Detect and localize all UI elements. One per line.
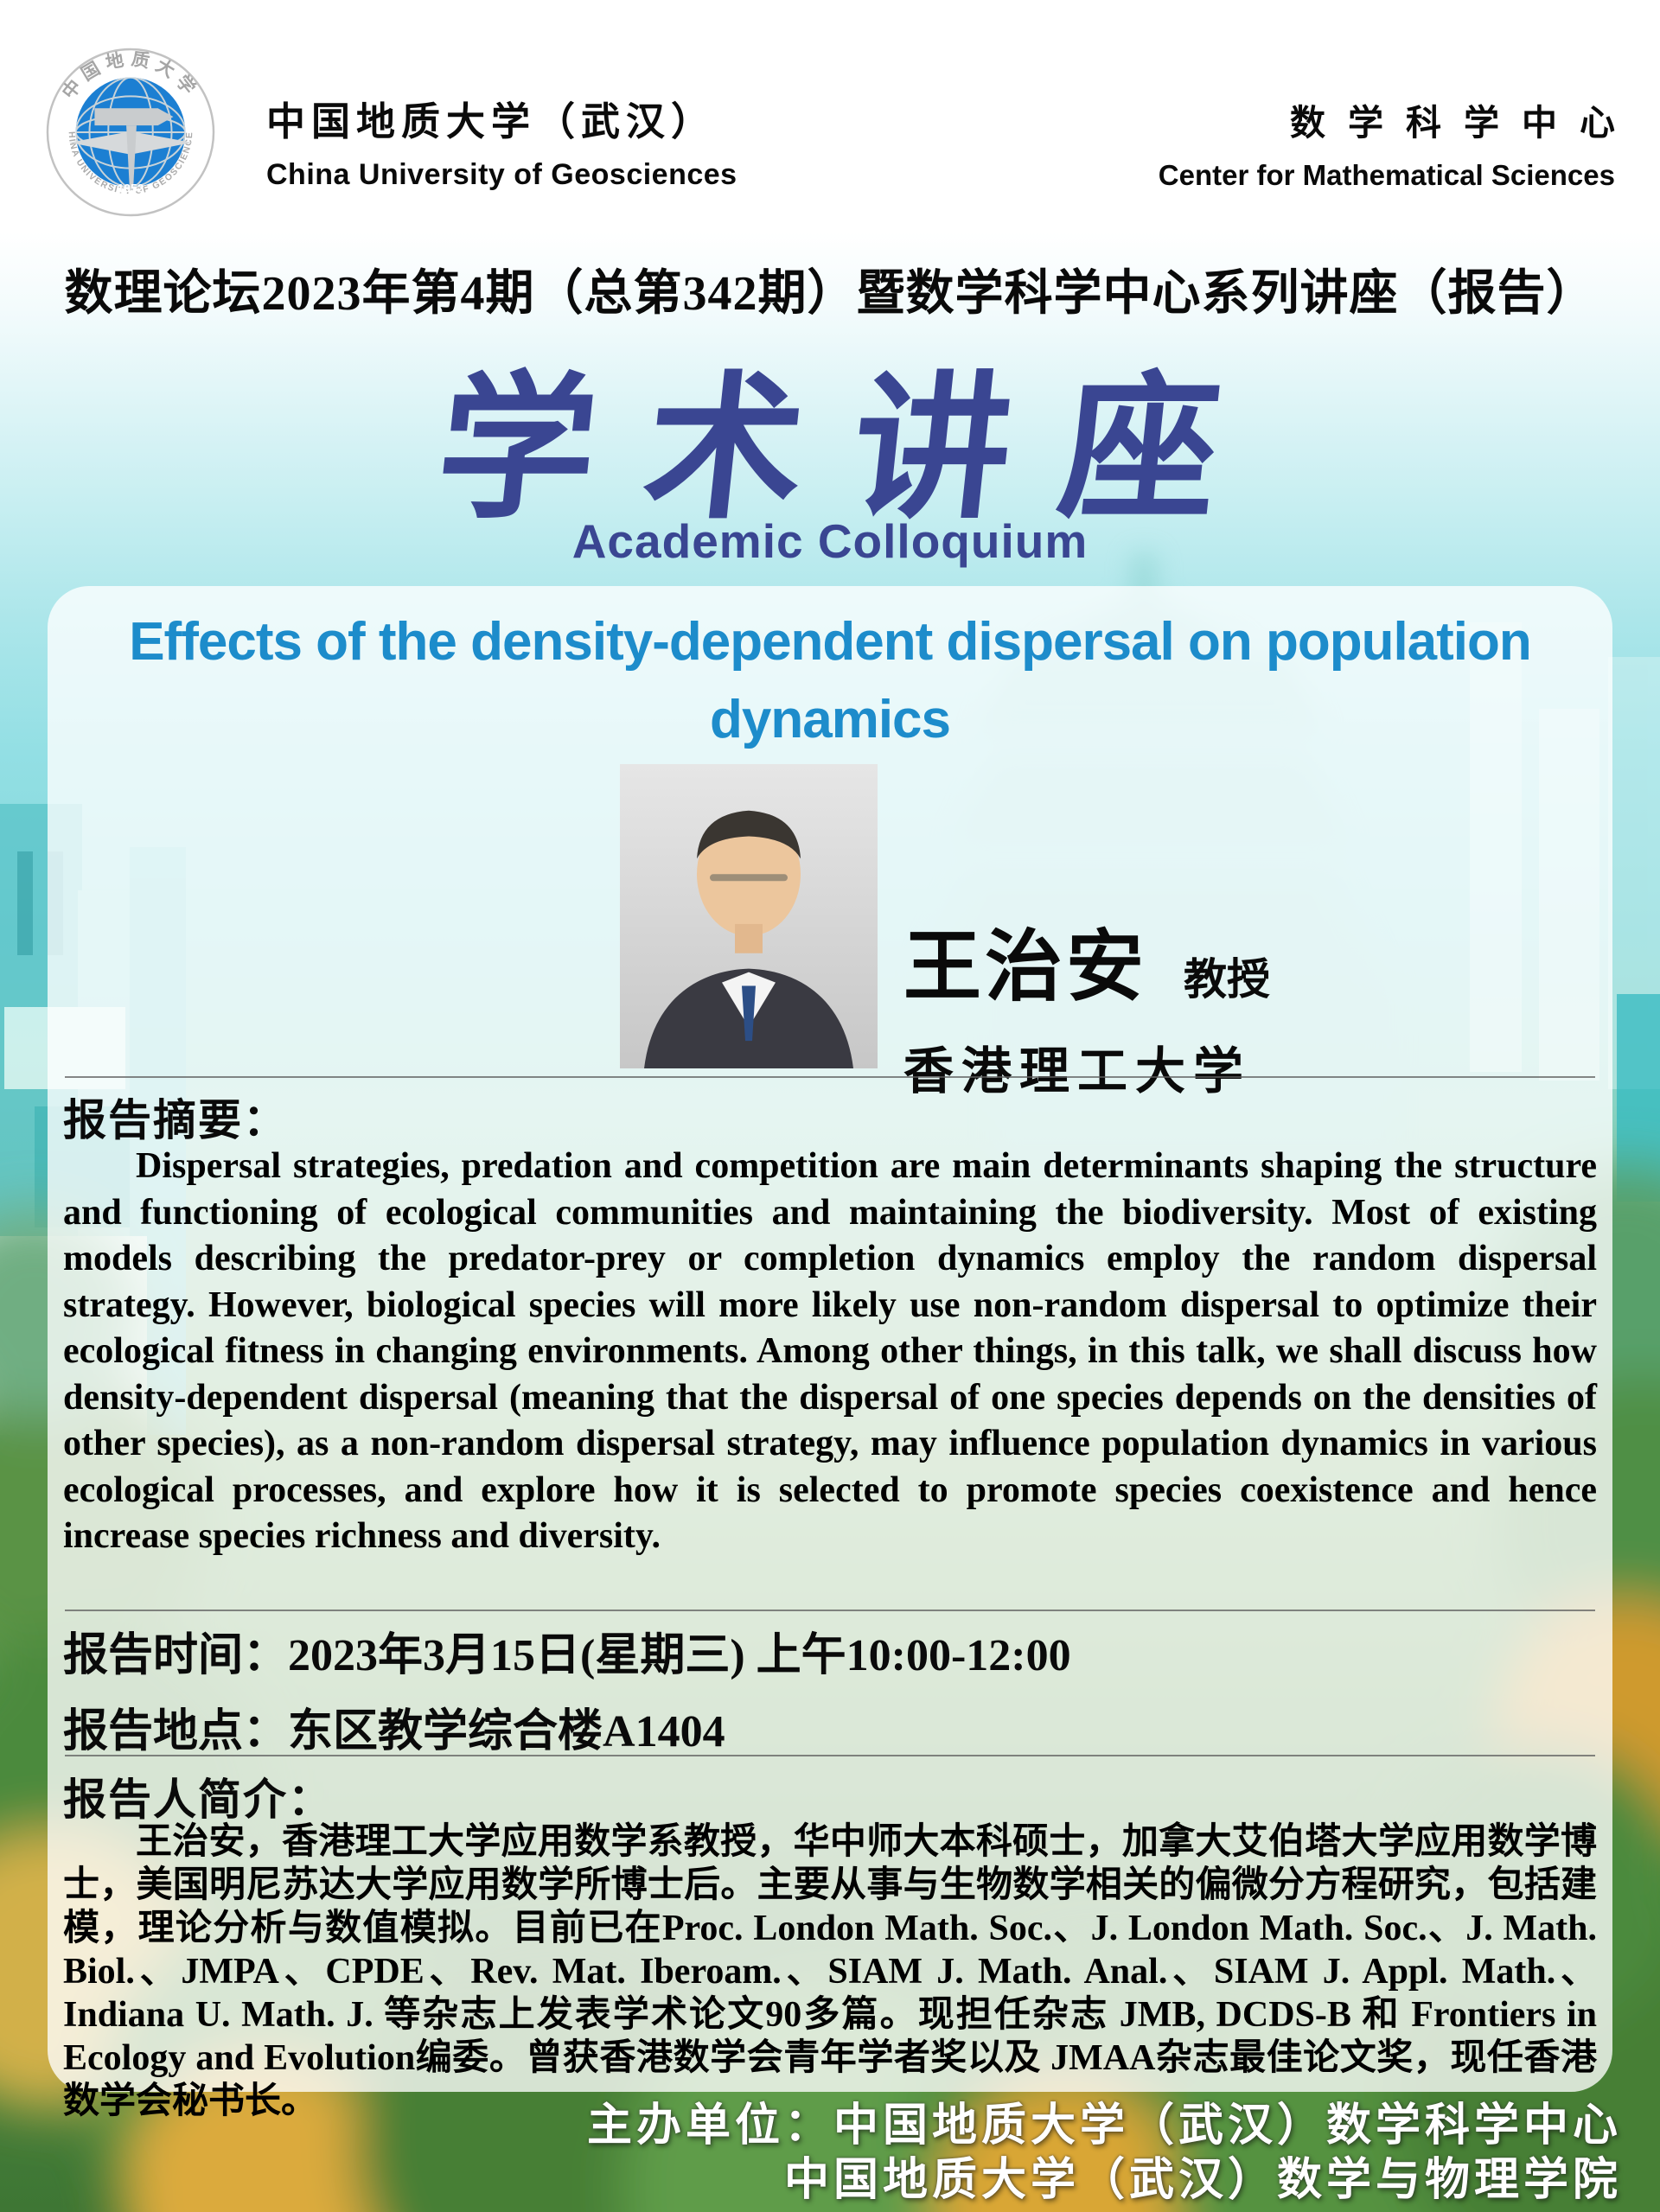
talk-location-label: 报告地点： bbox=[63, 1706, 289, 1756]
university-name-zh: 中国地质大学（武汉） bbox=[266, 99, 717, 143]
bio-text: 王治安，香港理工大学应用数学系教授，华中师大本科硕士，加拿大艾伯塔大学应用数学博… bbox=[63, 1822, 1597, 2121]
speaker-name: 王治安 bbox=[903, 924, 1147, 1010]
math-center-name-en: Center for Mathematical Sciences bbox=[1158, 159, 1615, 191]
speaker-name-row: 王治安 教授 bbox=[903, 928, 1270, 1006]
math-center-block: 数学科学中心 Center for Mathematical Sciences bbox=[1159, 93, 1615, 192]
organizer-line2: 中国地质大学（武汉）数学与物理学院 bbox=[783, 2155, 1622, 2205]
divider-above-schedule bbox=[65, 1610, 1595, 1611]
university-logo-icon: 中国地质大学 CHINA UNIVERSITY OF GEOSCIENCES 1… bbox=[45, 47, 215, 217]
talk-title-line1: Effects of the density-dependent dispers… bbox=[129, 612, 1532, 672]
abstract-text: Dispersal strategies, predation and comp… bbox=[63, 1146, 1597, 1556]
university-name-block: 中国地质大学（武汉） China University of Geoscienc… bbox=[266, 90, 737, 192]
talk-time-line: 报告时间：2023年3月15日(星期三) 上午10:00-12:00 bbox=[63, 1618, 1071, 1683]
talk-location-value: 东区教学综合楼A1404 bbox=[288, 1707, 725, 1756]
talk-time-label: 报告时间： bbox=[63, 1630, 289, 1680]
speaker-affiliation: 香港理工大学 bbox=[903, 1043, 1252, 1100]
forum-series-title: 数理论坛2023年第4期（总第342期）暨数学科学中心系列讲座（报告） bbox=[64, 267, 1596, 321]
talk-title: Effects of the density-dependent dispers… bbox=[79, 603, 1581, 759]
talk-time-value: 2023年3月15日(星期三) 上午10:00-12:00 bbox=[288, 1631, 1071, 1680]
banner-subtitle: Academic Colloquium bbox=[571, 514, 1089, 568]
math-center-name-zh: 数学科学中心 bbox=[1290, 103, 1638, 143]
content-panel: Effects of the density-dependent dispers… bbox=[48, 586, 1612, 2121]
organizer-line1: 主办单位：中国地质大学（武汉）数学科学中心 bbox=[586, 2100, 1622, 2151]
organizers-block: 主办单位：中国地质大学（武汉）数学科学中心 中国地质大学（武汉）数学与物理学院 bbox=[587, 2099, 1622, 2208]
speaker-title: 教授 bbox=[1184, 955, 1270, 1004]
talk-title-line2: dynamics bbox=[709, 690, 951, 749]
bio-heading: 报告人简介： bbox=[63, 1775, 333, 1824]
university-name-en: China University of Geosciences bbox=[266, 158, 737, 191]
talk-location-line: 报告地点：东区教学综合楼A1404 bbox=[63, 1694, 725, 1759]
logo-year-text: 1952 bbox=[118, 181, 144, 194]
divider-above-bio bbox=[65, 1755, 1595, 1756]
speaker-info: 王治安 教授 香港理工大学 bbox=[903, 928, 1270, 1103]
speaker-photo bbox=[620, 764, 878, 1068]
abstract-heading: 报告摘要： bbox=[63, 1096, 288, 1144]
divider-above-abstract bbox=[65, 1076, 1595, 1078]
